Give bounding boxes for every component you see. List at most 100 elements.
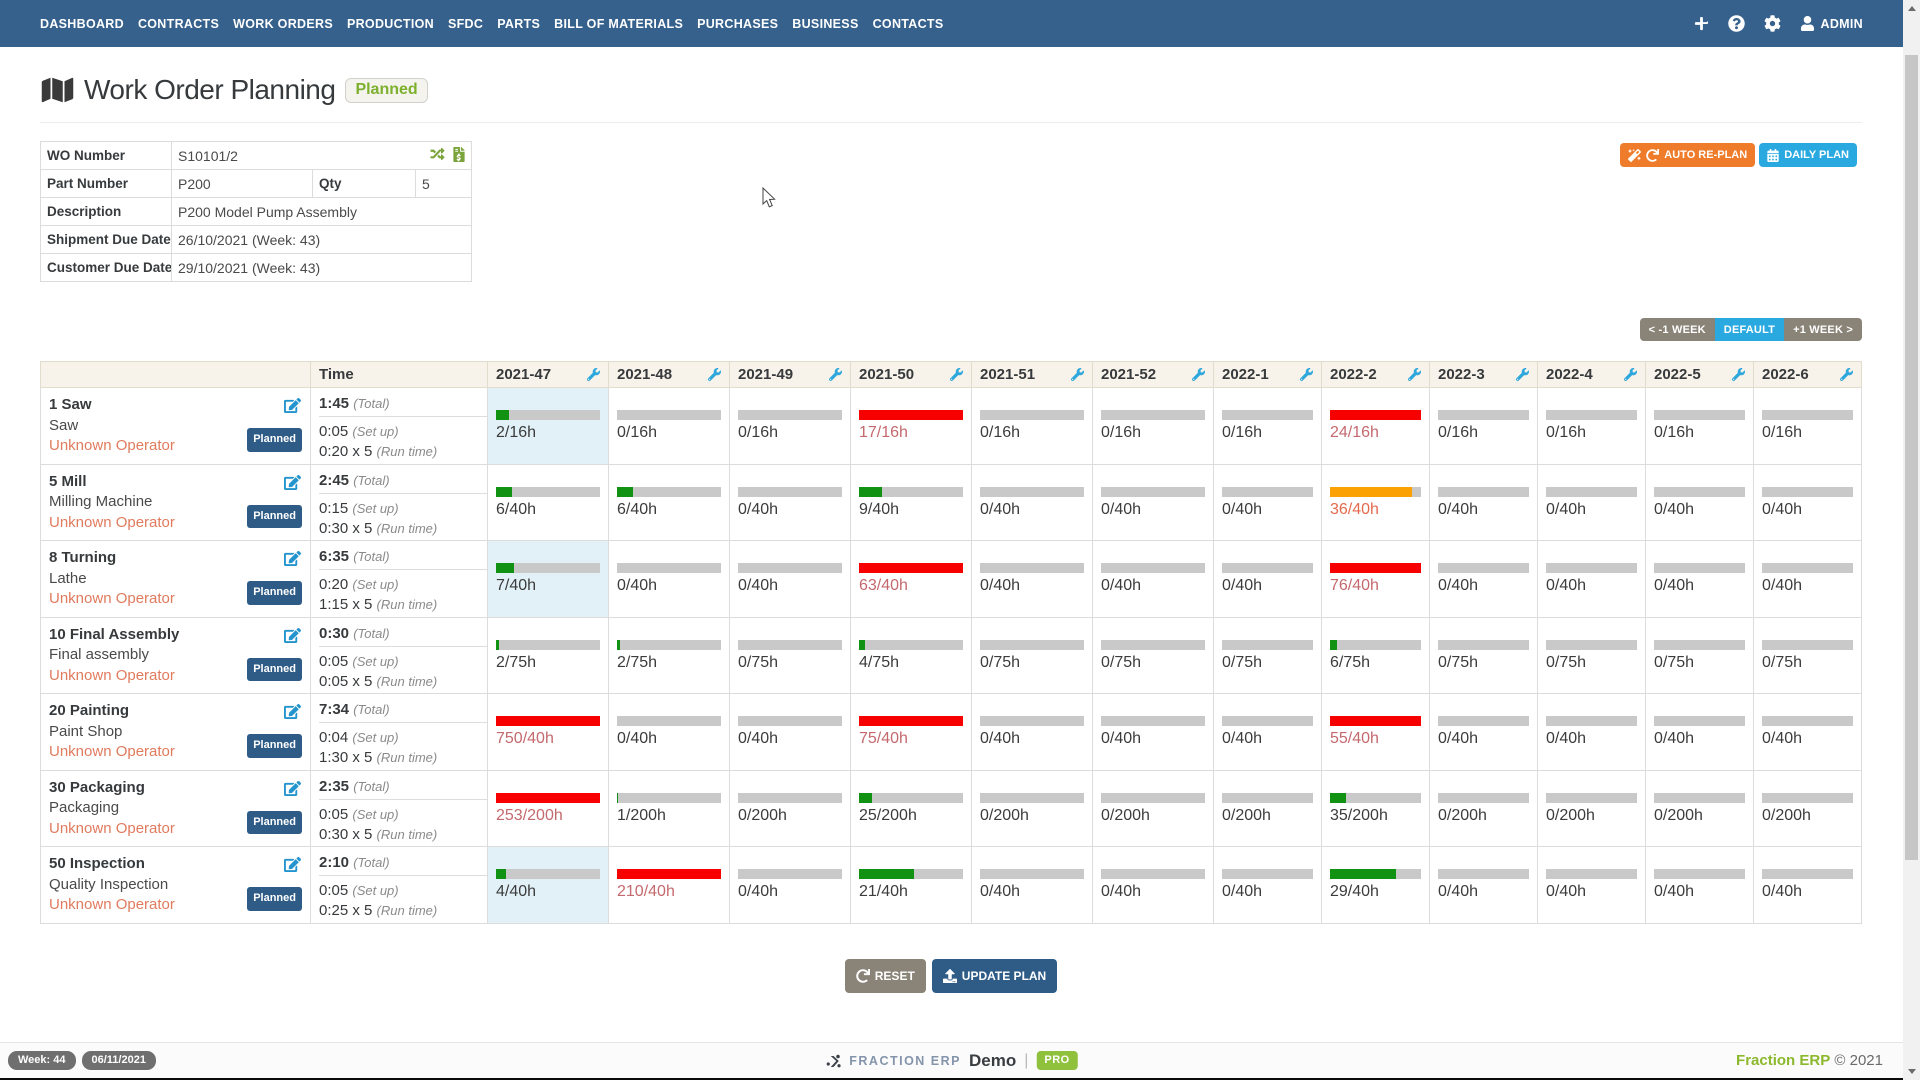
nav-item-dashboard[interactable]: DASHBOARD [40, 16, 124, 31]
usage-cell-2021-49[interactable]: 0/40h [729, 693, 851, 771]
usage-cell-2021-49[interactable]: 0/40h [729, 463, 851, 541]
usage-cell-2021-49[interactable]: 0/16h [729, 387, 851, 465]
usage-cell-2021-50[interactable]: 63/40h [850, 540, 972, 618]
edit-icon[interactable] [284, 627, 301, 651]
wrench-icon[interactable] [950, 368, 963, 381]
shuffle-icon[interactable] [429, 147, 446, 164]
usage-cell-2022-5[interactable]: 0/75h [1645, 616, 1754, 694]
usage-cell-2022-1[interactable]: 0/16h [1213, 387, 1322, 465]
usage-cell-2021-52[interactable]: 0/40h [1092, 693, 1214, 771]
usage-cell-2022-6[interactable]: 0/200h [1753, 769, 1862, 847]
operator-name[interactable]: Unknown Operator [49, 590, 175, 607]
usage-cell-2022-6[interactable]: 0/40h [1753, 846, 1862, 924]
nav-item-contracts[interactable]: CONTRACTS [137, 16, 220, 31]
usage-cell-2022-6[interactable]: 0/75h [1753, 616, 1862, 694]
usage-cell-2021-51[interactable]: 0/200h [971, 769, 1093, 847]
usage-cell-2021-51[interactable]: 0/75h [971, 616, 1093, 694]
scrollbar-up-arrow[interactable] [1903, 0, 1920, 17]
edit-icon[interactable] [284, 856, 301, 880]
usage-cell-2022-4[interactable]: 0/75h [1537, 616, 1646, 694]
usage-cell-2021-51[interactable]: 0/16h [971, 387, 1093, 465]
usage-cell-2022-1[interactable]: 0/40h [1213, 463, 1322, 541]
usage-cell-2021-52[interactable]: 0/40h [1092, 846, 1214, 924]
usage-cell-2021-48[interactable]: 0/40h [608, 693, 730, 771]
scrollbar-thumb[interactable] [1905, 55, 1918, 860]
usage-cell-2021-48[interactable]: 0/16h [608, 387, 730, 465]
usage-cell-2022-2[interactable]: 55/40h [1321, 693, 1430, 771]
usage-cell-2022-1[interactable]: 0/40h [1213, 540, 1322, 618]
usage-cell-2021-50[interactable]: 21/40h [850, 846, 972, 924]
usage-cell-2022-3[interactable]: 0/200h [1429, 769, 1538, 847]
nav-item-sfdc[interactable]: SFDC [447, 16, 484, 31]
edit-icon[interactable] [284, 550, 301, 574]
usage-cell-2022-1[interactable]: 0/200h [1213, 769, 1322, 847]
usage-cell-2021-51[interactable]: 0/40h [971, 846, 1093, 924]
usage-cell-2022-6[interactable]: 0/40h [1753, 540, 1862, 618]
usage-cell-2021-50[interactable]: 75/40h [850, 693, 972, 771]
usage-cell-2021-48[interactable]: 0/40h [608, 540, 730, 618]
wrench-icon[interactable] [1840, 368, 1853, 381]
operator-name[interactable]: Unknown Operator [49, 819, 175, 837]
operator-name[interactable]: Unknown Operator [49, 896, 175, 913]
usage-cell-2022-4[interactable]: 0/40h [1537, 846, 1646, 924]
usage-cell-2022-4[interactable]: 0/40h [1537, 693, 1646, 771]
daily-plan-button[interactable]: DAILY PLAN [1759, 143, 1857, 167]
wrench-icon[interactable] [587, 368, 600, 381]
page-scrollbar[interactable] [1903, 0, 1920, 1080]
usage-cell-2022-2[interactable]: 76/40h [1321, 540, 1430, 618]
usage-cell-2021-47[interactable]: 253/200h [487, 769, 609, 847]
default-week-button[interactable]: DEFAULT [1714, 318, 1785, 341]
usage-cell-2022-4[interactable]: 0/40h [1537, 540, 1646, 618]
invoice-icon[interactable] [453, 146, 465, 165]
nav-item-contacts[interactable]: CONTACTS [872, 16, 944, 31]
usage-cell-2022-3[interactable]: 0/40h [1429, 463, 1538, 541]
wrench-icon[interactable] [1516, 368, 1529, 381]
wrench-icon[interactable] [1071, 368, 1084, 381]
usage-cell-2022-5[interactable]: 0/16h [1645, 387, 1754, 465]
settings-gear-icon[interactable] [1764, 15, 1781, 32]
usage-cell-2021-47[interactable]: 2/75h [487, 616, 609, 694]
usage-cell-2022-2[interactable]: 36/40h [1321, 463, 1430, 541]
usage-cell-2022-5[interactable]: 0/40h [1645, 540, 1754, 618]
usage-cell-2021-50[interactable]: 25/200h [850, 769, 972, 847]
nav-item-work-orders[interactable]: WORK ORDERS [233, 16, 333, 31]
wrench-icon[interactable] [1732, 368, 1745, 381]
usage-cell-2022-2[interactable]: 29/40h [1321, 846, 1430, 924]
usage-cell-2021-51[interactable]: 0/40h [971, 463, 1093, 541]
usage-cell-2021-47[interactable]: 6/40h [487, 463, 609, 541]
usage-cell-2022-3[interactable]: 0/16h [1429, 387, 1538, 465]
usage-cell-2022-5[interactable]: 0/40h [1645, 463, 1754, 541]
usage-cell-2021-51[interactable]: 0/40h [971, 693, 1093, 771]
usage-cell-2021-50[interactable]: 9/40h [850, 463, 972, 541]
usage-cell-2021-49[interactable]: 0/75h [729, 616, 851, 694]
nav-item-production[interactable]: PRODUCTION [346, 16, 434, 31]
wrench-icon[interactable] [1624, 368, 1637, 381]
usage-cell-2022-3[interactable]: 0/40h [1429, 693, 1538, 771]
usage-cell-2021-47[interactable]: 4/40h [487, 846, 609, 924]
usage-cell-2021-52[interactable]: 0/40h [1092, 463, 1214, 541]
operator-name[interactable]: Unknown Operator [49, 513, 175, 531]
usage-cell-2022-5[interactable]: 0/40h [1645, 846, 1754, 924]
wrench-icon[interactable] [1408, 368, 1421, 381]
usage-cell-2021-50[interactable]: 17/16h [850, 387, 972, 465]
auto-replan-button[interactable]: AUTO RE-PLAN [1620, 143, 1756, 167]
usage-cell-2022-3[interactable]: 0/75h [1429, 616, 1538, 694]
usage-cell-2022-3[interactable]: 0/40h [1429, 540, 1538, 618]
usage-cell-2021-51[interactable]: 0/40h [971, 540, 1093, 618]
usage-cell-2021-48[interactable]: 6/40h [608, 463, 730, 541]
reset-button[interactable]: RESET [844, 958, 926, 993]
usage-cell-2022-4[interactable]: 0/200h [1537, 769, 1646, 847]
usage-cell-2021-47[interactable]: 750/40h [487, 693, 609, 771]
usage-cell-2022-6[interactable]: 0/40h [1753, 693, 1862, 771]
usage-cell-2021-49[interactable]: 0/200h [729, 769, 851, 847]
prev-week-button[interactable]: < -1 WEEK [1639, 318, 1715, 341]
usage-cell-2022-2[interactable]: 24/16h [1321, 387, 1430, 465]
usage-cell-2021-48[interactable]: 1/200h [608, 769, 730, 847]
usage-cell-2022-1[interactable]: 0/40h [1213, 693, 1322, 771]
usage-cell-2021-52[interactable]: 0/200h [1092, 769, 1214, 847]
usage-cell-2021-47[interactable]: 2/16h [487, 387, 609, 465]
admin-user-menu[interactable]: ADMIN [1800, 16, 1863, 31]
usage-cell-2022-2[interactable]: 35/200h [1321, 769, 1430, 847]
usage-cell-2021-52[interactable]: 0/16h [1092, 387, 1214, 465]
edit-icon[interactable] [284, 474, 301, 498]
